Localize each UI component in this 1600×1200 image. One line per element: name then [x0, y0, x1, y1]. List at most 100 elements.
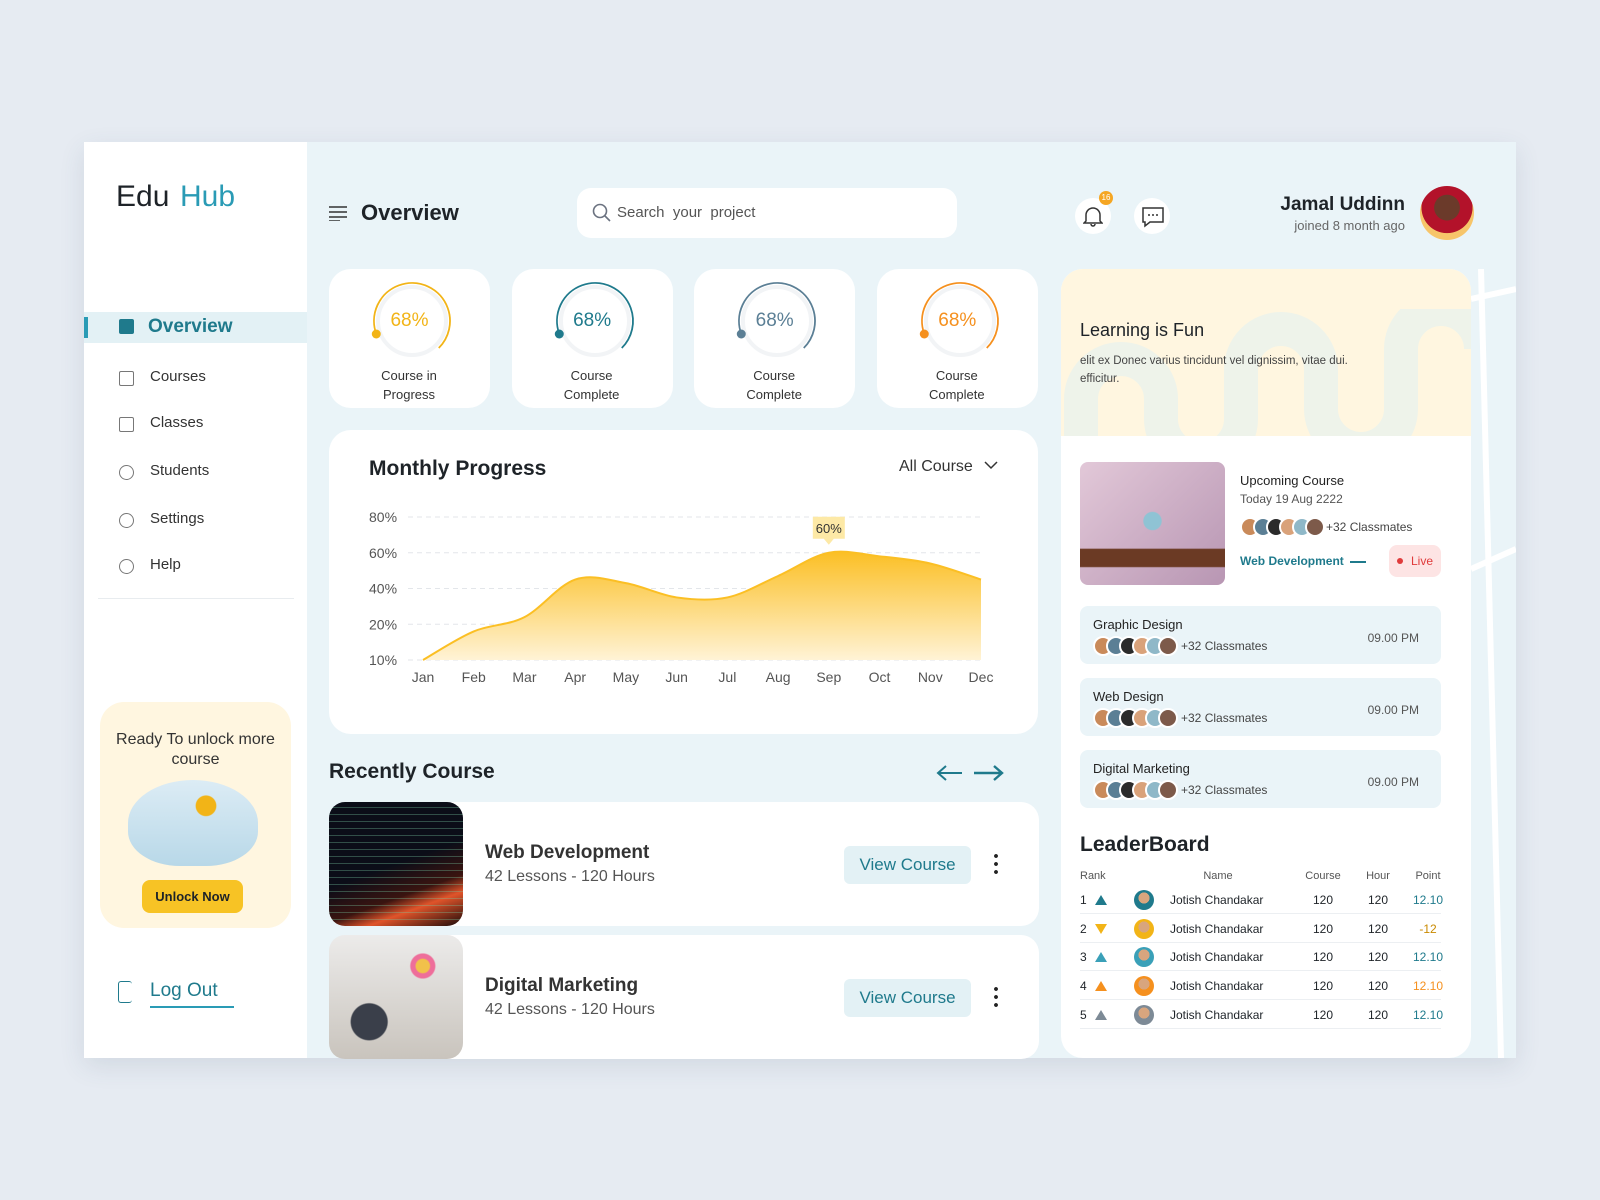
stat-caption: Course Complete [746, 368, 802, 402]
player-name: Jotish Chandakar [1170, 893, 1264, 907]
link-arrow [1350, 561, 1366, 563]
upcoming-image [1080, 462, 1225, 585]
upcoming-course-link[interactable]: Web Development [1240, 554, 1344, 568]
promo-illustration [128, 780, 258, 866]
search-icon [592, 203, 611, 222]
stat-ring [371, 282, 451, 360]
nav-icon [119, 465, 134, 480]
classmate-avatar [1158, 636, 1178, 656]
logout[interactable]: Log Out [150, 980, 234, 1008]
unlock-button[interactable]: Unlock Now [142, 880, 243, 913]
stat-value: 68% [573, 310, 612, 331]
player-name: Jotish Chandakar [1170, 1007, 1264, 1022]
chat-button[interactable] [1134, 198, 1170, 234]
nav-icon [119, 559, 134, 574]
promo-text: Ready To unlock more course [116, 731, 275, 768]
ring-shadow [558, 285, 631, 357]
course: 120 [1312, 921, 1334, 936]
course-title: Digital Marketing [485, 975, 639, 996]
ring-dot [371, 329, 381, 339]
nav-item[interactable]: Classes [150, 414, 204, 431]
stat-caption: Course Complete [563, 368, 620, 402]
user-name: Jamal Uddinn [1280, 194, 1405, 215]
ring-shadow [376, 285, 448, 357]
column-header: Name [1203, 870, 1233, 882]
view-course-button[interactable]: View Course [844, 846, 971, 884]
trend-icon [1095, 895, 1107, 905]
user-avatar[interactable] [1420, 186, 1474, 240]
user-subtitle: joined 8 month ago [1294, 218, 1405, 233]
panel-decor [1471, 269, 1516, 1058]
banner-pattern [1064, 309, 1471, 436]
hour: 120 [1367, 950, 1389, 965]
trend-icon [1095, 981, 1107, 992]
course: 120 [1312, 979, 1334, 994]
nav-active-bar [84, 317, 88, 338]
nav-icon [119, 371, 134, 386]
hour: 120 [1367, 893, 1389, 907]
upcoming-label: Upcoming Course [1240, 473, 1345, 488]
class-name: Graphic Design [1093, 617, 1183, 632]
row-divider [1080, 999, 1441, 1001]
notification-badge: 16 [1099, 191, 1113, 205]
course-subtitle: 42 Lessons - 120 Hours [485, 1001, 655, 1018]
nav-icon [119, 513, 134, 528]
stat-ring [919, 282, 999, 360]
course: 120 [1312, 950, 1334, 965]
class-classmates: +32 Classmates [1181, 639, 1268, 653]
nav-item[interactable]: Students [150, 462, 210, 479]
hour: 120 [1367, 1007, 1389, 1022]
stat-ring [554, 282, 634, 360]
menu-icon[interactable] [328, 205, 348, 221]
ring-dot [919, 329, 929, 339]
point: 12.10 [1412, 979, 1444, 994]
trend-icon [1095, 1009, 1107, 1020]
section-title: Recently Course [329, 760, 495, 783]
player-name: Jotish Chandakar [1170, 950, 1264, 965]
rank: 3 [1080, 950, 1087, 965]
hour: 120 [1367, 921, 1389, 936]
column-header: Hour [1366, 870, 1390, 882]
column-header: Point [1415, 870, 1441, 882]
course-image [329, 935, 463, 1059]
banner-title: Learning is Fun [1080, 320, 1205, 340]
player-avatar [1134, 890, 1154, 910]
more-menu[interactable] [994, 852, 998, 876]
class-name: Web Design [1093, 689, 1164, 704]
class-time: 09.00 PM [1367, 631, 1419, 645]
chart-filter[interactable]: All Course [899, 458, 973, 475]
classmates: +32 Classmates [1326, 520, 1413, 534]
view-course-button[interactable]: View Course [844, 979, 971, 1017]
rank: 4 [1080, 979, 1087, 994]
page-title: Overview [361, 200, 459, 225]
column-header: Course [1305, 870, 1341, 882]
class-time: 09.00 PM [1367, 703, 1419, 717]
nav-item[interactable]: Overview [148, 316, 233, 337]
course-subtitle: 42 Lessons - 120 Hours [485, 868, 655, 885]
point: -12 [1419, 921, 1437, 936]
classmate-avatar [1305, 517, 1325, 537]
search-placeholder[interactable]: Search your project [617, 204, 756, 221]
nav-item[interactable]: Courses [150, 368, 206, 385]
more-menu[interactable] [994, 985, 998, 1009]
nav-item[interactable]: Settings [150, 510, 205, 527]
sidebar-divider [98, 598, 294, 599]
ring-shadow [741, 285, 814, 357]
player-avatar [1134, 918, 1154, 939]
trend-icon [1095, 952, 1107, 963]
player-name: Jotish Chandakar [1170, 921, 1264, 936]
player-avatar [1134, 947, 1154, 968]
trend-icon [1095, 923, 1107, 934]
stat-value: 68% [390, 310, 429, 331]
row-divider [1080, 1027, 1441, 1029]
stat-value: 68% [755, 310, 794, 331]
row-divider [1080, 970, 1441, 972]
ring-dot [554, 329, 564, 339]
class-time: 09.00 PM [1367, 775, 1419, 789]
chat-icon [1142, 207, 1164, 228]
nav-item[interactable]: Help [150, 556, 181, 573]
course: 120 [1312, 1007, 1334, 1022]
carousel-arrows[interactable] [936, 762, 1006, 784]
